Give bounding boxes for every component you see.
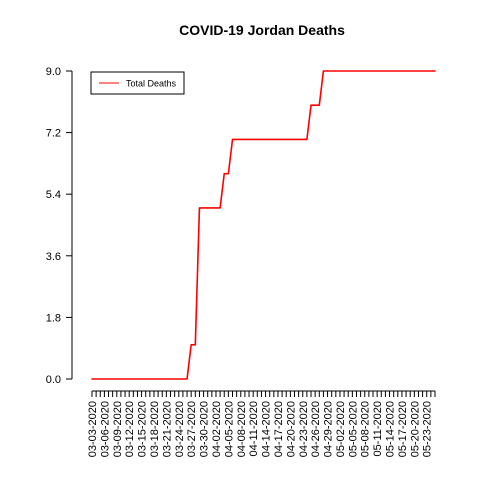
x-tick-label: 04-17-2020 <box>273 401 285 457</box>
legend: Total Deaths <box>90 71 185 95</box>
x-tick-label: 03-21-2020 <box>161 401 173 457</box>
y-tick-label: 5.4 <box>46 189 61 201</box>
y-tick-label: 3.6 <box>46 251 61 263</box>
x-tick-label: 04-26-2020 <box>310 401 322 457</box>
x-tick-label: 03-06-2020 <box>99 401 111 457</box>
x-tick-label: 05-14-2020 <box>385 401 397 457</box>
x-tick-label: 04-02-2020 <box>211 401 223 457</box>
x-tick-label: 04-14-2020 <box>261 401 273 457</box>
x-tick-label: 03-27-2020 <box>186 401 198 457</box>
x-tick-label: 05-11-2020 <box>372 401 384 456</box>
y-tick-label: 0.0 <box>46 374 61 386</box>
y-tick-label: 1.8 <box>46 312 61 324</box>
x-tick-label: 04-20-2020 <box>285 401 297 457</box>
y-tick-label: 9.0 <box>46 66 61 78</box>
x-tick-label: 03-18-2020 <box>149 401 161 457</box>
y-axis: 0.0 1.8 3.6 5.4 7.2 9.0 <box>46 66 73 386</box>
x-tick-label: 03-24-2020 <box>174 401 186 457</box>
series-layer <box>91 70 436 380</box>
y-tick-label: 7.2 <box>46 128 61 140</box>
x-tick-label: 04-11-2020 <box>248 401 260 456</box>
x-tick-label: 03-03-2020 <box>87 401 99 457</box>
x-tick-label: 05-08-2020 <box>360 401 372 457</box>
legend-box <box>90 71 185 95</box>
x-tick-label: 04-08-2020 <box>236 401 248 457</box>
x-tick-label: 03-09-2020 <box>112 401 124 457</box>
x-tick-label: 03-30-2020 <box>199 401 211 457</box>
x-tick-label: 04-23-2020 <box>298 401 310 457</box>
series-line-total-deaths <box>91 70 436 380</box>
x-tick-label: 05-23-2020 <box>422 401 434 457</box>
x-tick-label: 04-29-2020 <box>323 401 335 457</box>
x-tick-label: 05-20-2020 <box>409 401 421 457</box>
x-tick-label: 04-05-2020 <box>223 401 235 457</box>
x-tick-label: 03-15-2020 <box>137 401 149 457</box>
x-tick-label: 05-05-2020 <box>347 401 359 457</box>
x-tick-label: 05-02-2020 <box>335 401 347 457</box>
x-tick-label: 05-17-2020 <box>397 401 409 457</box>
chart-title: COVID-19 Jordan Deaths <box>179 22 345 38</box>
x-axis: 03-03-2020 03-06-2020 03-09-2020 03-12-2020… <box>87 390 436 457</box>
x-tick-label: 03-12-2020 <box>124 401 136 457</box>
legend-label: Total Deaths <box>126 79 177 89</box>
